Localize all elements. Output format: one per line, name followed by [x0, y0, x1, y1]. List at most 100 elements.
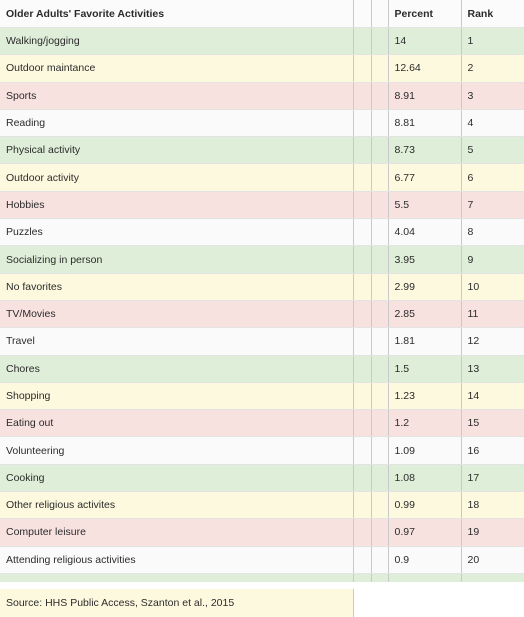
activity-cell: Travel [0, 327, 354, 356]
empty-cell [371, 491, 389, 520]
table-row: Eating out 1.2 15 [0, 409, 524, 438]
empty-column-header [353, 0, 372, 28]
strip-cell [388, 573, 462, 582]
percent-cell: 0.9 [388, 546, 462, 574]
table-row: Reading 8.81 4 [0, 109, 524, 138]
empty-cell [371, 382, 389, 411]
activity-cell: Cooking [0, 464, 354, 493]
rank-cell: 9 [461, 245, 524, 274]
empty-cell [371, 27, 389, 56]
empty-cell [353, 136, 372, 165]
empty-cell [353, 518, 372, 547]
empty-cell [353, 82, 372, 110]
rank-cell: 20 [461, 546, 524, 574]
strip-cell [371, 573, 389, 582]
rank-column-header: Rank [461, 0, 524, 28]
strip-cell [461, 573, 524, 582]
empty-cell [353, 191, 372, 220]
activity-cell: Eating out [0, 409, 354, 438]
empty-cell [371, 136, 389, 165]
percent-cell: 0.97 [388, 518, 462, 547]
empty-cell [353, 464, 372, 493]
activity-cell: TV/Movies [0, 300, 354, 329]
empty-cell [371, 300, 389, 329]
percent-cell: 1.2 [388, 409, 462, 438]
percent-cell: 5.5 [388, 191, 462, 220]
rank-cell: 7 [461, 191, 524, 220]
table-row: Puzzles 4.04 8 [0, 218, 524, 247]
strip-cell [0, 573, 354, 582]
empty-cell [371, 82, 389, 110]
empty-cell [371, 163, 389, 192]
activity-cell: Outdoor maintance [0, 54, 354, 83]
activity-cell: Reading [0, 109, 354, 138]
activity-cell: Hobbies [0, 191, 354, 220]
activity-cell: Volunteering [0, 436, 354, 465]
empty-cell [371, 109, 389, 138]
empty-cell [353, 273, 372, 301]
rank-cell: 4 [461, 109, 524, 138]
percent-cell: 8.73 [388, 136, 462, 165]
rank-cell: 14 [461, 382, 524, 411]
rank-cell: 10 [461, 273, 524, 301]
empty-cell [353, 546, 372, 574]
table-row: Sports 8.91 3 [0, 82, 524, 110]
empty-cell [353, 245, 372, 274]
activity-cell: Shopping [0, 382, 354, 411]
empty-cell [353, 54, 372, 83]
table-row: No favorites 2.99 10 [0, 273, 524, 301]
table-row: TV/Movies 2.85 11 [0, 300, 524, 329]
empty-cell [353, 163, 372, 192]
empty-cell [371, 273, 389, 301]
percent-cell: 1.5 [388, 355, 462, 383]
percent-cell: 14 [388, 27, 462, 56]
rank-cell: 5 [461, 136, 524, 165]
percent-cell: 6.77 [388, 163, 462, 192]
activity-cell: Socializing in person [0, 245, 354, 274]
rank-cell: 17 [461, 464, 524, 493]
empty-cell [371, 409, 389, 438]
percent-cell: 2.99 [388, 273, 462, 301]
table-row: Computer leisure 0.97 19 [0, 518, 524, 547]
rank-cell: 2 [461, 54, 524, 83]
rank-cell: 15 [461, 409, 524, 438]
empty-cell [371, 191, 389, 220]
table-row: Chores 1.5 13 [0, 355, 524, 383]
percent-cell: 1.81 [388, 327, 462, 356]
empty-cell [353, 491, 372, 520]
activity-cell: Physical activity [0, 136, 354, 165]
activity-cell: Puzzles [0, 218, 354, 247]
rank-cell: 1 [461, 27, 524, 56]
percent-cell: 8.81 [388, 109, 462, 138]
rank-cell: 8 [461, 218, 524, 247]
rank-cell: 18 [461, 491, 524, 520]
table-row: Walking/jogging 14 1 [0, 27, 524, 56]
table-row: Outdoor maintance 12.64 2 [0, 54, 524, 83]
activity-cell: Attending religious activities [0, 546, 354, 574]
activity-cell: Outdoor activity [0, 163, 354, 192]
table-row: Outdoor activity 6.77 6 [0, 163, 524, 192]
percent-cell: 12.64 [388, 54, 462, 83]
table-row: Volunteering 1.09 16 [0, 436, 524, 465]
activity-cell: Walking/jogging [0, 27, 354, 56]
empty-cell [353, 436, 372, 465]
rank-cell: 19 [461, 518, 524, 547]
empty-cell [353, 300, 372, 329]
rank-cell: 6 [461, 163, 524, 192]
activity-cell: Sports [0, 82, 354, 110]
empty-cell [371, 54, 389, 83]
empty-cell [353, 382, 372, 411]
empty-cell [371, 546, 389, 574]
activity-column-header: Older Adults' Favorite Activities [0, 0, 354, 28]
percent-column-header: Percent [388, 0, 462, 28]
empty-cell [353, 355, 372, 383]
table-body: Walking/jogging 14 1 Outdoor maintance 12.64… [0, 27, 524, 582]
source-note: Source: HHS Public Access, Szanton et al… [0, 589, 354, 617]
table-row: Travel 1.81 12 [0, 327, 524, 356]
percent-cell: 1.23 [388, 382, 462, 411]
rank-cell: 12 [461, 327, 524, 356]
rank-cell: 3 [461, 82, 524, 110]
table-row: Other religious activites 0.99 18 [0, 491, 524, 520]
rank-cell: 13 [461, 355, 524, 383]
percent-cell: 1.09 [388, 436, 462, 465]
